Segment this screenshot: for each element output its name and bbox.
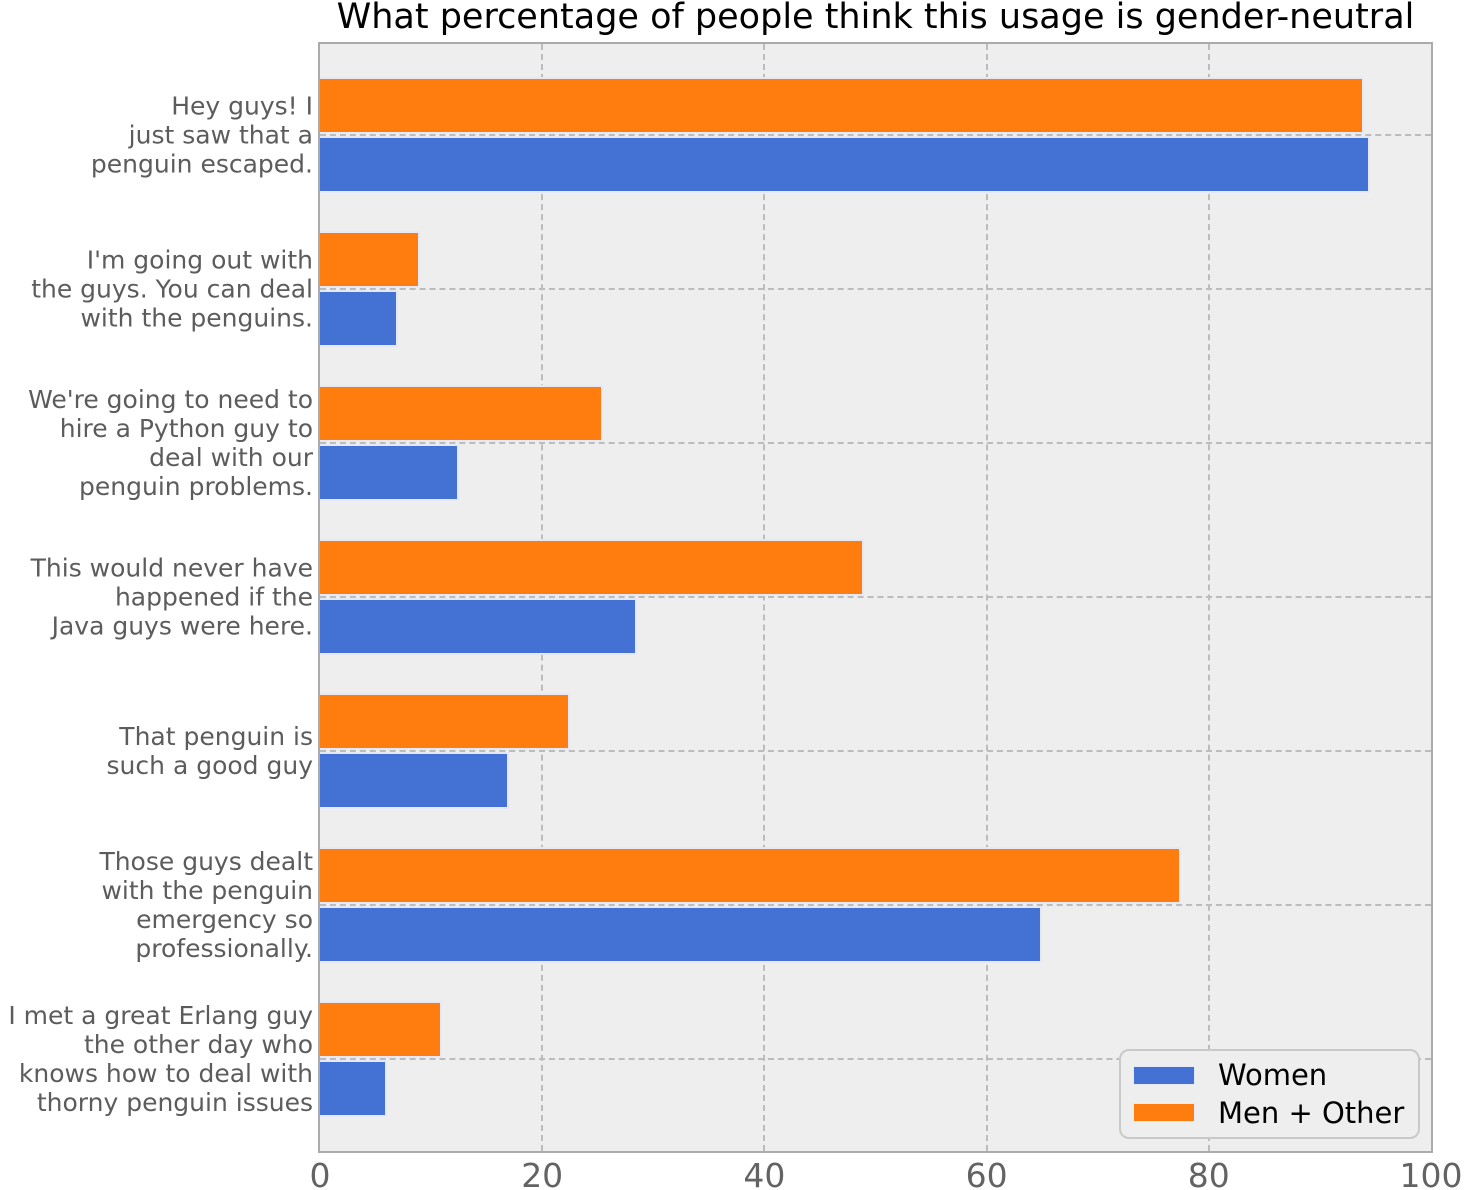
bar-women [320,443,459,501]
y-axis-label: I met a great Erlang guy the other day w… [8,1001,313,1118]
x-axis-tick-label: 0 [309,1156,331,1190]
y-axis-label: Hey guys! I just saw that a penguin esca… [90,91,313,178]
legend-label-men-other: Men + Other [1218,1095,1405,1130]
bar-women [320,135,1370,193]
men-other-color-swatch-icon [1133,1103,1195,1123]
y-gridline [320,749,1431,752]
bar-women [320,1060,387,1118]
bar-men-other [320,230,420,288]
bar-men-other [320,384,604,442]
legend: Women Men + Other [1119,1049,1420,1139]
x-axis-tick-label: 40 [743,1156,786,1190]
bar-men-other [320,847,1182,904]
bar-men-other [320,692,570,750]
bar-men-other [320,1001,443,1059]
plot-area [318,42,1433,1153]
y-gridline [320,904,1431,906]
chart-title: What percentage of people think this usa… [336,0,1415,37]
legend-item-women: Women [1121,1058,1418,1092]
legend-label-women: Women [1218,1058,1328,1093]
bar-women [320,597,637,655]
y-gridline [320,133,1431,136]
x-axis-tick-label: 20 [521,1156,564,1190]
legend-item-men-other: Men + Other [1121,1096,1418,1130]
y-gridline [320,441,1431,444]
bar-women [320,906,1043,963]
x-axis-tick-label: 80 [1187,1156,1230,1190]
y-gridline [320,595,1431,598]
y-axis-label: This would never have happened if the Ja… [30,553,313,641]
women-color-swatch-icon [1133,1065,1195,1085]
y-axis-label: Those guys dealt with the penguin emerge… [99,847,313,963]
y-axis-label: That penguin is such a good guy [106,721,313,780]
x-axis-tick-label: 100 [1399,1156,1463,1190]
y-axis-label: We're going to need to hire a Python guy… [28,384,313,501]
y-gridline [320,1058,1431,1061]
y-gridline [320,287,1431,290]
y-axis-label: I'm going out with the guys. You can dea… [31,245,313,333]
x-axis-tick-label: 60 [965,1156,1008,1190]
bar-women [320,751,509,809]
bar-women [320,289,398,347]
bar-men-other [320,538,865,596]
bar-men-other [320,76,1365,134]
